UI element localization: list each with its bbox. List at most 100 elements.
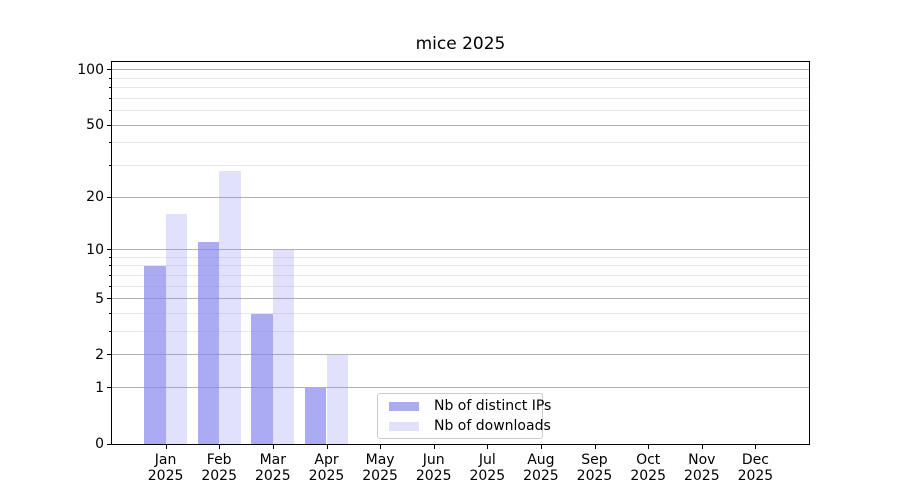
y-tick-mark bbox=[107, 197, 111, 198]
y-minor-tick-mark bbox=[109, 142, 111, 143]
y-minor-tick-mark bbox=[109, 275, 111, 276]
x-tick-mark bbox=[487, 445, 489, 449]
x-tick-label: Nov 2025 bbox=[670, 452, 734, 484]
gridline-major bbox=[112, 249, 809, 250]
y-tick-mark bbox=[107, 387, 111, 388]
x-tick-month: Dec bbox=[741, 452, 769, 468]
x-tick-label: Feb 2025 bbox=[187, 452, 251, 484]
gridline-minor bbox=[112, 286, 809, 287]
x-tick-mark bbox=[165, 445, 167, 449]
y-minor-tick-mark bbox=[109, 98, 111, 99]
x-tick-mark bbox=[594, 445, 596, 449]
y-tick-label: 1 bbox=[95, 379, 104, 396]
y-tick-mark bbox=[107, 444, 111, 445]
bar-downloads-feb bbox=[219, 170, 241, 444]
x-tick-year: 2025 bbox=[737, 468, 774, 484]
y-tick-label: 2 bbox=[95, 346, 104, 363]
gridline-minor bbox=[112, 313, 809, 314]
x-tick-label: Jul 2025 bbox=[455, 452, 519, 484]
x-tick-month: Aug bbox=[527, 452, 555, 468]
bar-downloads-apr bbox=[326, 354, 348, 444]
gridline-minor bbox=[112, 331, 809, 332]
x-tick-month: Mar bbox=[259, 452, 286, 468]
y-tick-mark bbox=[107, 69, 111, 70]
legend-swatch-distinct-ips-icon bbox=[389, 401, 419, 411]
legend-label-distinct-ips: Nb of distinct IPs bbox=[434, 397, 552, 414]
bar-ips-apr bbox=[305, 387, 327, 444]
x-tick-label: Dec 2025 bbox=[723, 452, 787, 484]
x-tick-year: 2025 bbox=[147, 468, 184, 484]
y-tick-label: 100 bbox=[77, 61, 104, 78]
plot-area: Nb of distinct IPs Nb of downloads bbox=[111, 61, 810, 445]
legend-item-distinct-ips: Nb of distinct IPs bbox=[389, 398, 551, 414]
x-tick-year: 2025 bbox=[415, 468, 452, 484]
gridline-minor bbox=[112, 265, 809, 266]
gridline-major bbox=[112, 354, 809, 355]
y-tick-mark bbox=[107, 354, 111, 355]
y-tick-mark bbox=[107, 249, 111, 250]
x-tick-year: 2025 bbox=[683, 468, 720, 484]
x-tick-mark bbox=[326, 445, 328, 449]
x-tick-label: Aug 2025 bbox=[509, 452, 573, 484]
gridline-minor bbox=[112, 98, 809, 99]
gridline-major bbox=[112, 387, 809, 388]
gridline-minor bbox=[112, 275, 809, 276]
legend-item-downloads: Nb of downloads bbox=[389, 418, 551, 434]
x-tick-month: Jul bbox=[478, 452, 496, 468]
bar-downloads-mar bbox=[272, 249, 295, 444]
y-minor-tick-mark bbox=[109, 313, 111, 314]
x-tick-month: Oct bbox=[636, 452, 661, 468]
x-tick-month: Feb bbox=[206, 452, 232, 468]
legend: Nb of distinct IPs Nb of downloads bbox=[377, 393, 551, 439]
x-tick-mark bbox=[380, 445, 382, 449]
x-tick-year: 2025 bbox=[576, 468, 613, 484]
gridline-major bbox=[112, 298, 809, 299]
x-tick-month: Apr bbox=[314, 452, 339, 468]
x-tick-label: Jun 2025 bbox=[402, 452, 466, 484]
bar-ips-jan bbox=[144, 265, 166, 444]
x-tick-label: Oct 2025 bbox=[616, 452, 680, 484]
x-tick-year: 2025 bbox=[201, 468, 237, 484]
gridline-minor bbox=[112, 78, 809, 79]
x-tick-mark bbox=[540, 445, 542, 449]
x-tick-month: Jan bbox=[154, 452, 177, 468]
chart-title: mice 2025 bbox=[415, 34, 506, 54]
x-tick-mark bbox=[219, 445, 221, 449]
x-tick-mark bbox=[648, 445, 650, 449]
x-tick-month: Jun bbox=[422, 452, 445, 468]
x-tick-year: 2025 bbox=[308, 468, 345, 484]
x-tick-label: Jan 2025 bbox=[134, 452, 198, 484]
y-minor-tick-mark bbox=[109, 265, 111, 266]
y-tick-mark bbox=[107, 298, 111, 299]
x-tick-mark bbox=[272, 445, 274, 449]
y-tick-label: 20 bbox=[86, 189, 104, 206]
bar-ips-mar bbox=[251, 313, 273, 444]
y-tick-label: 0 bbox=[95, 436, 104, 452]
x-tick-mark bbox=[433, 445, 435, 449]
gridline-major bbox=[112, 69, 809, 70]
gridline-minor bbox=[112, 87, 809, 88]
gridline-minor bbox=[112, 110, 809, 111]
gridline-minor bbox=[112, 142, 809, 143]
x-tick-mark bbox=[755, 445, 757, 449]
y-tick-label: 10 bbox=[86, 241, 104, 258]
y-minor-tick-mark bbox=[109, 257, 111, 258]
x-tick-mark bbox=[701, 445, 703, 449]
y-minor-tick-mark bbox=[109, 165, 111, 166]
gridline-minor bbox=[112, 165, 809, 166]
bar-downloads-jan bbox=[165, 214, 187, 444]
gridline-major bbox=[112, 197, 809, 198]
x-tick-label: Mar 2025 bbox=[241, 452, 305, 484]
gridline-minor bbox=[112, 257, 809, 258]
legend-swatch-downloads-icon bbox=[389, 421, 419, 431]
y-tick-label: 5 bbox=[95, 290, 104, 307]
y-minor-tick-mark bbox=[109, 110, 111, 111]
x-tick-month: May bbox=[365, 452, 395, 468]
x-tick-label: Sep 2025 bbox=[563, 452, 627, 484]
bar-ips-feb bbox=[197, 242, 220, 444]
x-tick-month: Sep bbox=[581, 452, 608, 468]
legend-label-downloads: Nb of downloads bbox=[434, 417, 551, 434]
y-tick-mark bbox=[107, 125, 111, 126]
y-minor-tick-mark bbox=[109, 331, 111, 332]
